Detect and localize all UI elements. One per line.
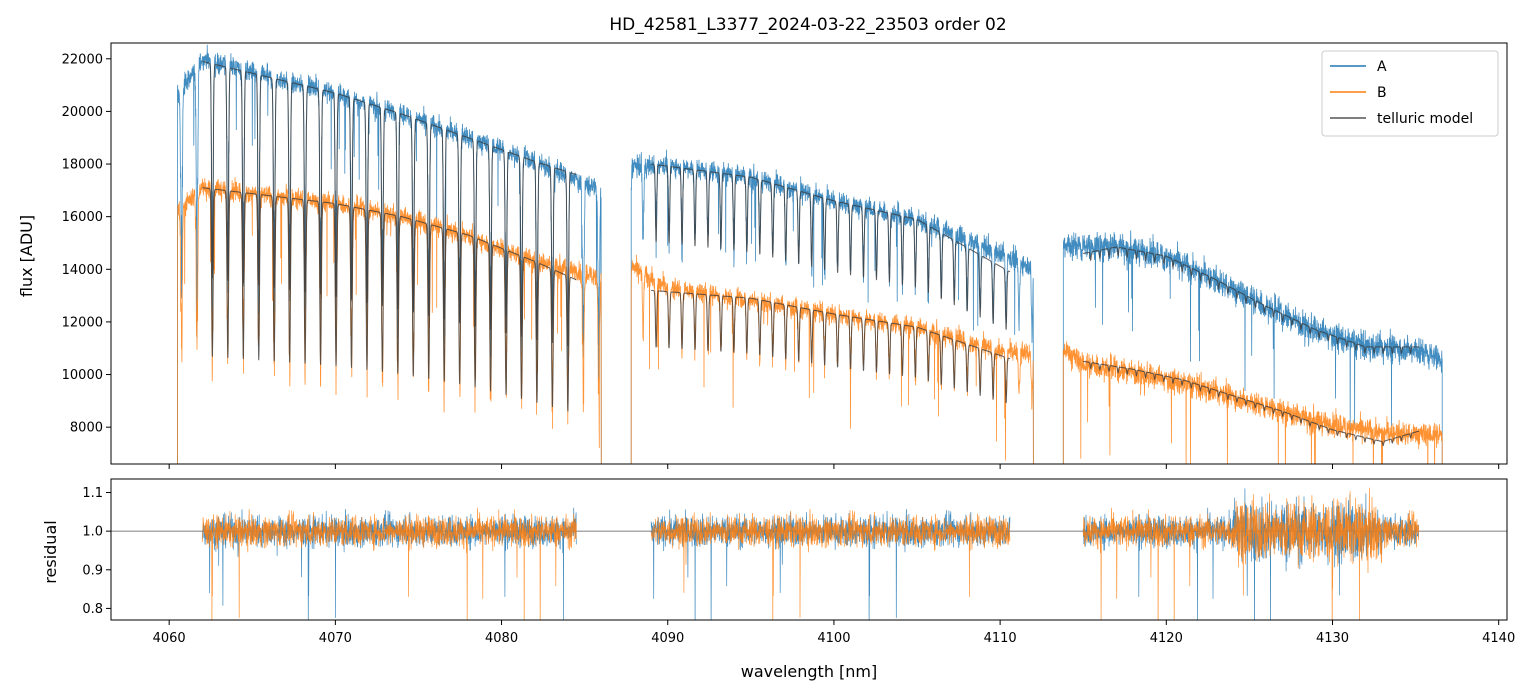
legend-box xyxy=(1321,50,1499,137)
residual-x-tick-label: 4080 xyxy=(485,631,518,646)
residual-x-tick-label: 4100 xyxy=(817,631,850,646)
series-telluric-model-segment-4 xyxy=(650,289,1011,404)
residual-x-tick-label: 4120 xyxy=(1150,631,1183,646)
legend-label-a: A xyxy=(1377,59,1387,75)
legend: A B telluric model xyxy=(1321,50,1499,137)
spectrum-y-tick-label: 14000 xyxy=(62,263,103,278)
residual-x-tick-label: 4070 xyxy=(319,631,352,646)
spectrum-y-tick-label: 18000 xyxy=(62,158,103,173)
series-telluric-model-segment-3 xyxy=(650,163,1011,330)
legend-label-b: B xyxy=(1377,85,1387,101)
residual-x-tick-label: 4110 xyxy=(984,631,1017,646)
spectrum-y-tick-label: 10000 xyxy=(62,368,103,383)
series-telluric-model-segment-6 xyxy=(1083,360,1420,447)
spectrum-y-tick-label: 22000 xyxy=(62,52,103,67)
spectrum-y-tick-label: 20000 xyxy=(62,105,103,120)
chart-title: HD_42581_L3377_2024-03-22_23503 order 02 xyxy=(609,15,1006,35)
residual-x-tick-label: 4130 xyxy=(1316,631,1349,646)
residual-y-tick-label: 1.0 xyxy=(82,525,103,540)
residual-x-ticks: 4060 4070 4080 4090 4100 4110 4120 4130 4140 xyxy=(153,620,1515,646)
x-axis-label-wavelength: wavelength [nm] xyxy=(741,662,878,681)
spectrum-y-tick-label: 8000 xyxy=(70,421,103,436)
residual-axes-frame xyxy=(110,478,1508,621)
residual-panel: residual 0.8 0.9 1.0 1.1 4060 4070 4080 4090 41… xyxy=(41,478,1515,681)
series-telluric-model-segment-1 xyxy=(202,60,577,347)
spectrum-y-tick-label: 16000 xyxy=(62,210,103,225)
spectrum-y-tick-label: 12000 xyxy=(62,315,103,330)
residual-y-tick-label: 0.8 xyxy=(82,602,103,617)
spectrum-y-ticks: 8000 10000 12000 14000 16000 18000 20000 22000 xyxy=(62,52,111,436)
residual-x-tick-label: 4060 xyxy=(153,631,186,646)
residual-series-b-segment-3 xyxy=(1082,487,1420,620)
series-telluric-model-segment-5 xyxy=(1083,246,1420,355)
residual-y-tick-label: 1.1 xyxy=(82,486,103,501)
residual-y-tick-label: 0.9 xyxy=(82,563,103,578)
residual-series-b-segment-1 xyxy=(202,507,577,620)
series-b-segment-1 xyxy=(177,177,602,464)
residual-x-tick-label: 4140 xyxy=(1482,631,1515,646)
spectrum-axes-frame xyxy=(110,42,1508,465)
residual-series-b-segment-2 xyxy=(650,509,1011,620)
y-axis-label-residual: residual xyxy=(41,520,60,583)
series-telluric-model-segment-2 xyxy=(202,187,577,412)
residual-x-tick-label: 4090 xyxy=(651,631,684,646)
residual-y-ticks: 0.8 0.9 1.0 1.1 xyxy=(82,486,111,617)
spectrum-panel: HD_42581_L3377_2024-03-22_23503 order 02… xyxy=(17,15,1508,469)
spectrum-plot-area xyxy=(177,44,1443,464)
legend-label-telluric: telluric model xyxy=(1377,111,1473,127)
series-a-segment-1 xyxy=(177,44,602,464)
series-a-segment-3 xyxy=(1062,230,1443,464)
series-b-segment-3 xyxy=(1062,341,1443,464)
residual-plot-area xyxy=(111,487,1507,620)
spectrum-x-ticks xyxy=(168,464,1500,469)
y-axis-label-flux: flux [ADU] xyxy=(17,215,36,297)
